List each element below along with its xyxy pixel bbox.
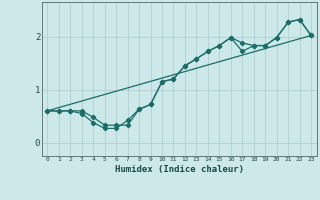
X-axis label: Humidex (Indice chaleur): Humidex (Indice chaleur) [115, 165, 244, 174]
